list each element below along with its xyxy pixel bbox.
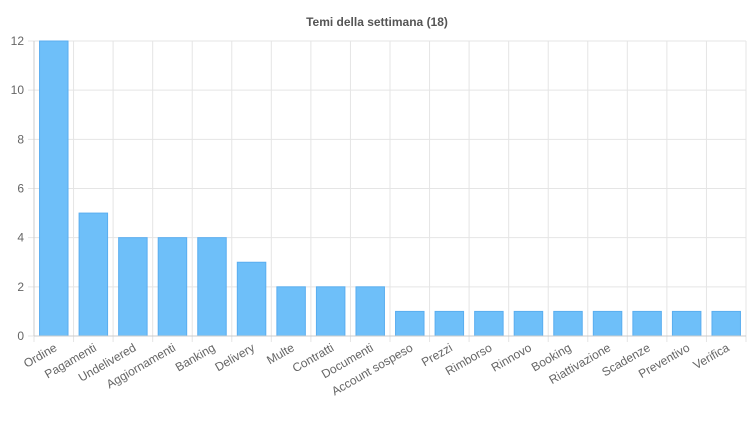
y-tick-label: 0 bbox=[17, 329, 24, 343]
bar[interactable] bbox=[355, 286, 385, 337]
bar[interactable] bbox=[671, 310, 702, 337]
bars bbox=[39, 40, 741, 337]
bar[interactable] bbox=[276, 286, 306, 337]
y-tick-label: 2 bbox=[17, 280, 24, 294]
bar[interactable] bbox=[118, 237, 148, 337]
bar[interactable] bbox=[553, 310, 583, 337]
bar[interactable] bbox=[315, 286, 346, 337]
bar[interactable] bbox=[395, 310, 425, 337]
bar[interactable] bbox=[711, 310, 741, 337]
bar[interactable] bbox=[39, 40, 69, 337]
x-tick-label: Banking bbox=[173, 340, 218, 374]
bar[interactable] bbox=[474, 310, 504, 337]
grid-lines bbox=[28, 40, 747, 342]
y-tick-label: 8 bbox=[17, 132, 24, 146]
chart-title: Temi della settimana (18) bbox=[306, 15, 448, 29]
bar[interactable] bbox=[78, 212, 109, 337]
y-tick-label: 4 bbox=[17, 231, 24, 245]
y-tick-label: 12 bbox=[11, 34, 25, 48]
x-tick-label: Rinnovo bbox=[489, 340, 534, 374]
bar[interactable] bbox=[632, 310, 662, 337]
bar[interactable] bbox=[197, 237, 227, 337]
x-tick-label: Verifica bbox=[691, 340, 732, 372]
y-tick-labels: 0 2 4 6 8 10 12 bbox=[11, 34, 25, 343]
bar[interactable] bbox=[434, 310, 465, 337]
y-tick-label: 6 bbox=[17, 182, 24, 196]
bar[interactable] bbox=[157, 237, 188, 337]
bar[interactable] bbox=[513, 310, 544, 337]
x-tick-labels: OrdinePagamentiUndeliveredAggiornamentiB… bbox=[21, 340, 732, 398]
x-tick-label: Delivery bbox=[213, 340, 258, 374]
bar[interactable] bbox=[592, 310, 623, 337]
bar[interactable] bbox=[236, 261, 267, 337]
y-tick-label: 10 bbox=[11, 83, 25, 97]
axes bbox=[33, 41, 746, 337]
